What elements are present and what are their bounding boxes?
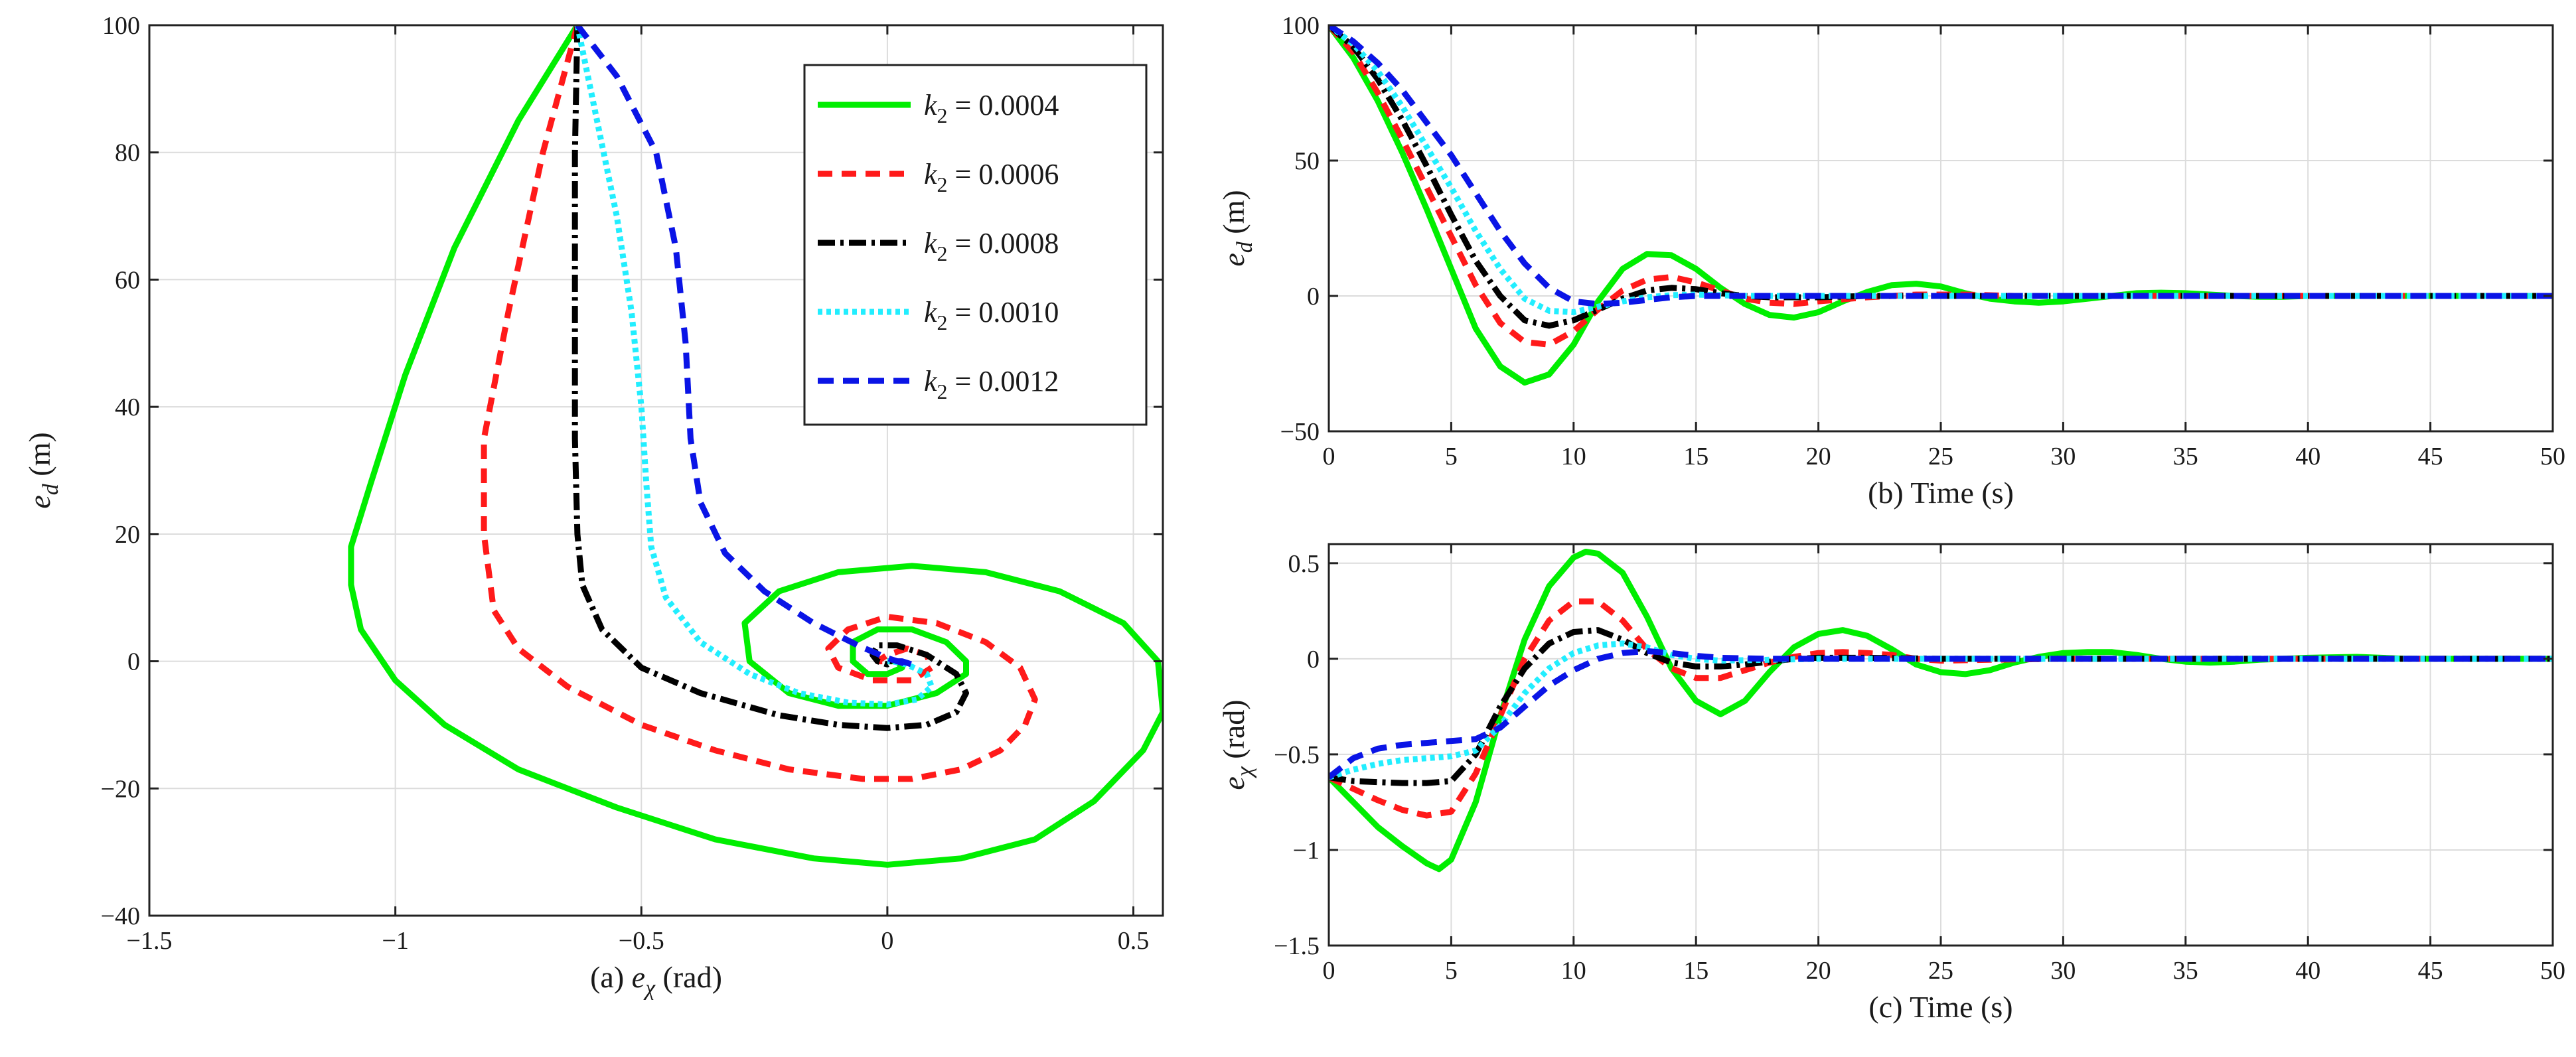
x-tick-label: 40 (2295, 443, 2320, 470)
x-tick-label: 45 (2418, 957, 2443, 985)
y-tick-label: 40 (115, 393, 140, 421)
x-tick-label: 0 (1323, 443, 1335, 470)
series-line-4 (1329, 25, 2553, 307)
x-tick-label: 35 (2173, 957, 2198, 985)
x-tick-label: 30 (2050, 443, 2076, 470)
legend-entry-0: k2 = 0.0004 (924, 89, 1059, 127)
x-tick-label: 15 (1683, 443, 1708, 470)
x-tick-label: 15 (1683, 957, 1708, 985)
x-axis-label: (a) eχ (rad) (590, 960, 722, 1001)
y-axis-label: eχ (rad) (1217, 699, 1257, 790)
y-tick-label: −20 (101, 775, 140, 803)
x-tick-label: 35 (2173, 443, 2198, 470)
x-tick-label: −1.5 (127, 927, 173, 955)
y-tick-label: 60 (115, 266, 140, 294)
y-tick-label: 0.5 (1288, 550, 1320, 578)
y-tick-label: −1 (1293, 837, 1320, 865)
x-tick-label: 45 (2418, 443, 2443, 470)
series-group (1329, 25, 2553, 386)
y-tick-label: −1.5 (1274, 932, 1320, 960)
legend-entry-1: k2 = 0.0006 (924, 158, 1059, 196)
y-tick-label: 50 (1294, 147, 1320, 175)
panel-c: 0 5 10 15 20 25 30 35 40 45 50 −1.5 −1 −0.5 0 0.5 (c) Ti… (1217, 543, 2565, 1024)
y-tick-label: −0.5 (1274, 741, 1320, 769)
series-line-1 (1329, 25, 2553, 348)
x-tick-label: 25 (1928, 443, 1953, 470)
y-tick-label: 100 (1282, 12, 1320, 40)
axes-frame (148, 24, 1164, 917)
series-line-3 (574, 25, 935, 708)
series-group (1329, 549, 2553, 873)
series-line-4 (575, 25, 915, 668)
x-tick-label: 50 (2540, 443, 2565, 470)
x-axis-label: (c) Time (s) (1868, 990, 2012, 1024)
y-tick-label: −50 (1280, 418, 1320, 446)
x-tick-label: 40 (2295, 957, 2320, 985)
y-tick-label: −40 (101, 902, 140, 930)
panel-a: −1.5 −1 −0.5 0 0.5 −40 −20 0 20 40 60 80 100 (a) eχ (… (23, 12, 1164, 1001)
x-tick-label: 0 (1323, 957, 1335, 985)
x-tick-label: −1 (382, 927, 408, 955)
series-line-0 (348, 25, 1163, 868)
series-line-3 (1329, 640, 2553, 780)
series-line-3 (1329, 25, 2553, 315)
legend-entry-2: k2 = 0.0008 (924, 227, 1059, 265)
x-tick-label: 0 (881, 927, 893, 955)
y-tick-label: 0 (1307, 646, 1320, 673)
caption-letter: (c) (1868, 990, 1910, 1024)
x-tick-label: 20 (1806, 957, 1831, 985)
x-tick-label: −0.5 (619, 927, 664, 955)
x-tick-label: 30 (2050, 957, 2076, 985)
x-tick-label: 10 (1561, 443, 1586, 470)
series-group (348, 25, 1163, 868)
legend: k2 = 0.0004 k2 = 0.0006 k2 = 0.0008 k2 = 0.… (803, 64, 1148, 426)
x-tick-label: 25 (1928, 957, 1953, 985)
series-line-2 (1329, 627, 2553, 786)
legend-entry-4: k2 = 0.0012 (924, 365, 1059, 403)
x-axis-label: (b) Time (s) (1868, 476, 2014, 510)
y-tick-label: 20 (115, 521, 140, 549)
caption-letter: (a) (590, 960, 632, 994)
series-line-4 (1329, 648, 2553, 780)
x-tick-label: 10 (1561, 957, 1586, 985)
y-tick-label: 0 (127, 648, 140, 676)
caption-letter: (b) (1868, 476, 1910, 510)
y-tick-label: 0 (1307, 283, 1320, 311)
y-axis-label: ed (m) (1217, 190, 1257, 266)
y-axis-label: ed (m) (23, 432, 63, 508)
y-tick-label: 100 (102, 12, 140, 40)
series-line-2 (571, 25, 969, 731)
x-tick-label: 5 (1445, 957, 1458, 985)
y-tick-label: 80 (115, 139, 140, 167)
x-tick-label: 5 (1445, 443, 1458, 470)
x-tick-label: 0.5 (1118, 927, 1150, 955)
x-tick-label: 50 (2540, 957, 2565, 985)
legend-entry-3: k2 = 0.0010 (924, 296, 1059, 334)
x-tick-label: 20 (1806, 443, 1831, 470)
